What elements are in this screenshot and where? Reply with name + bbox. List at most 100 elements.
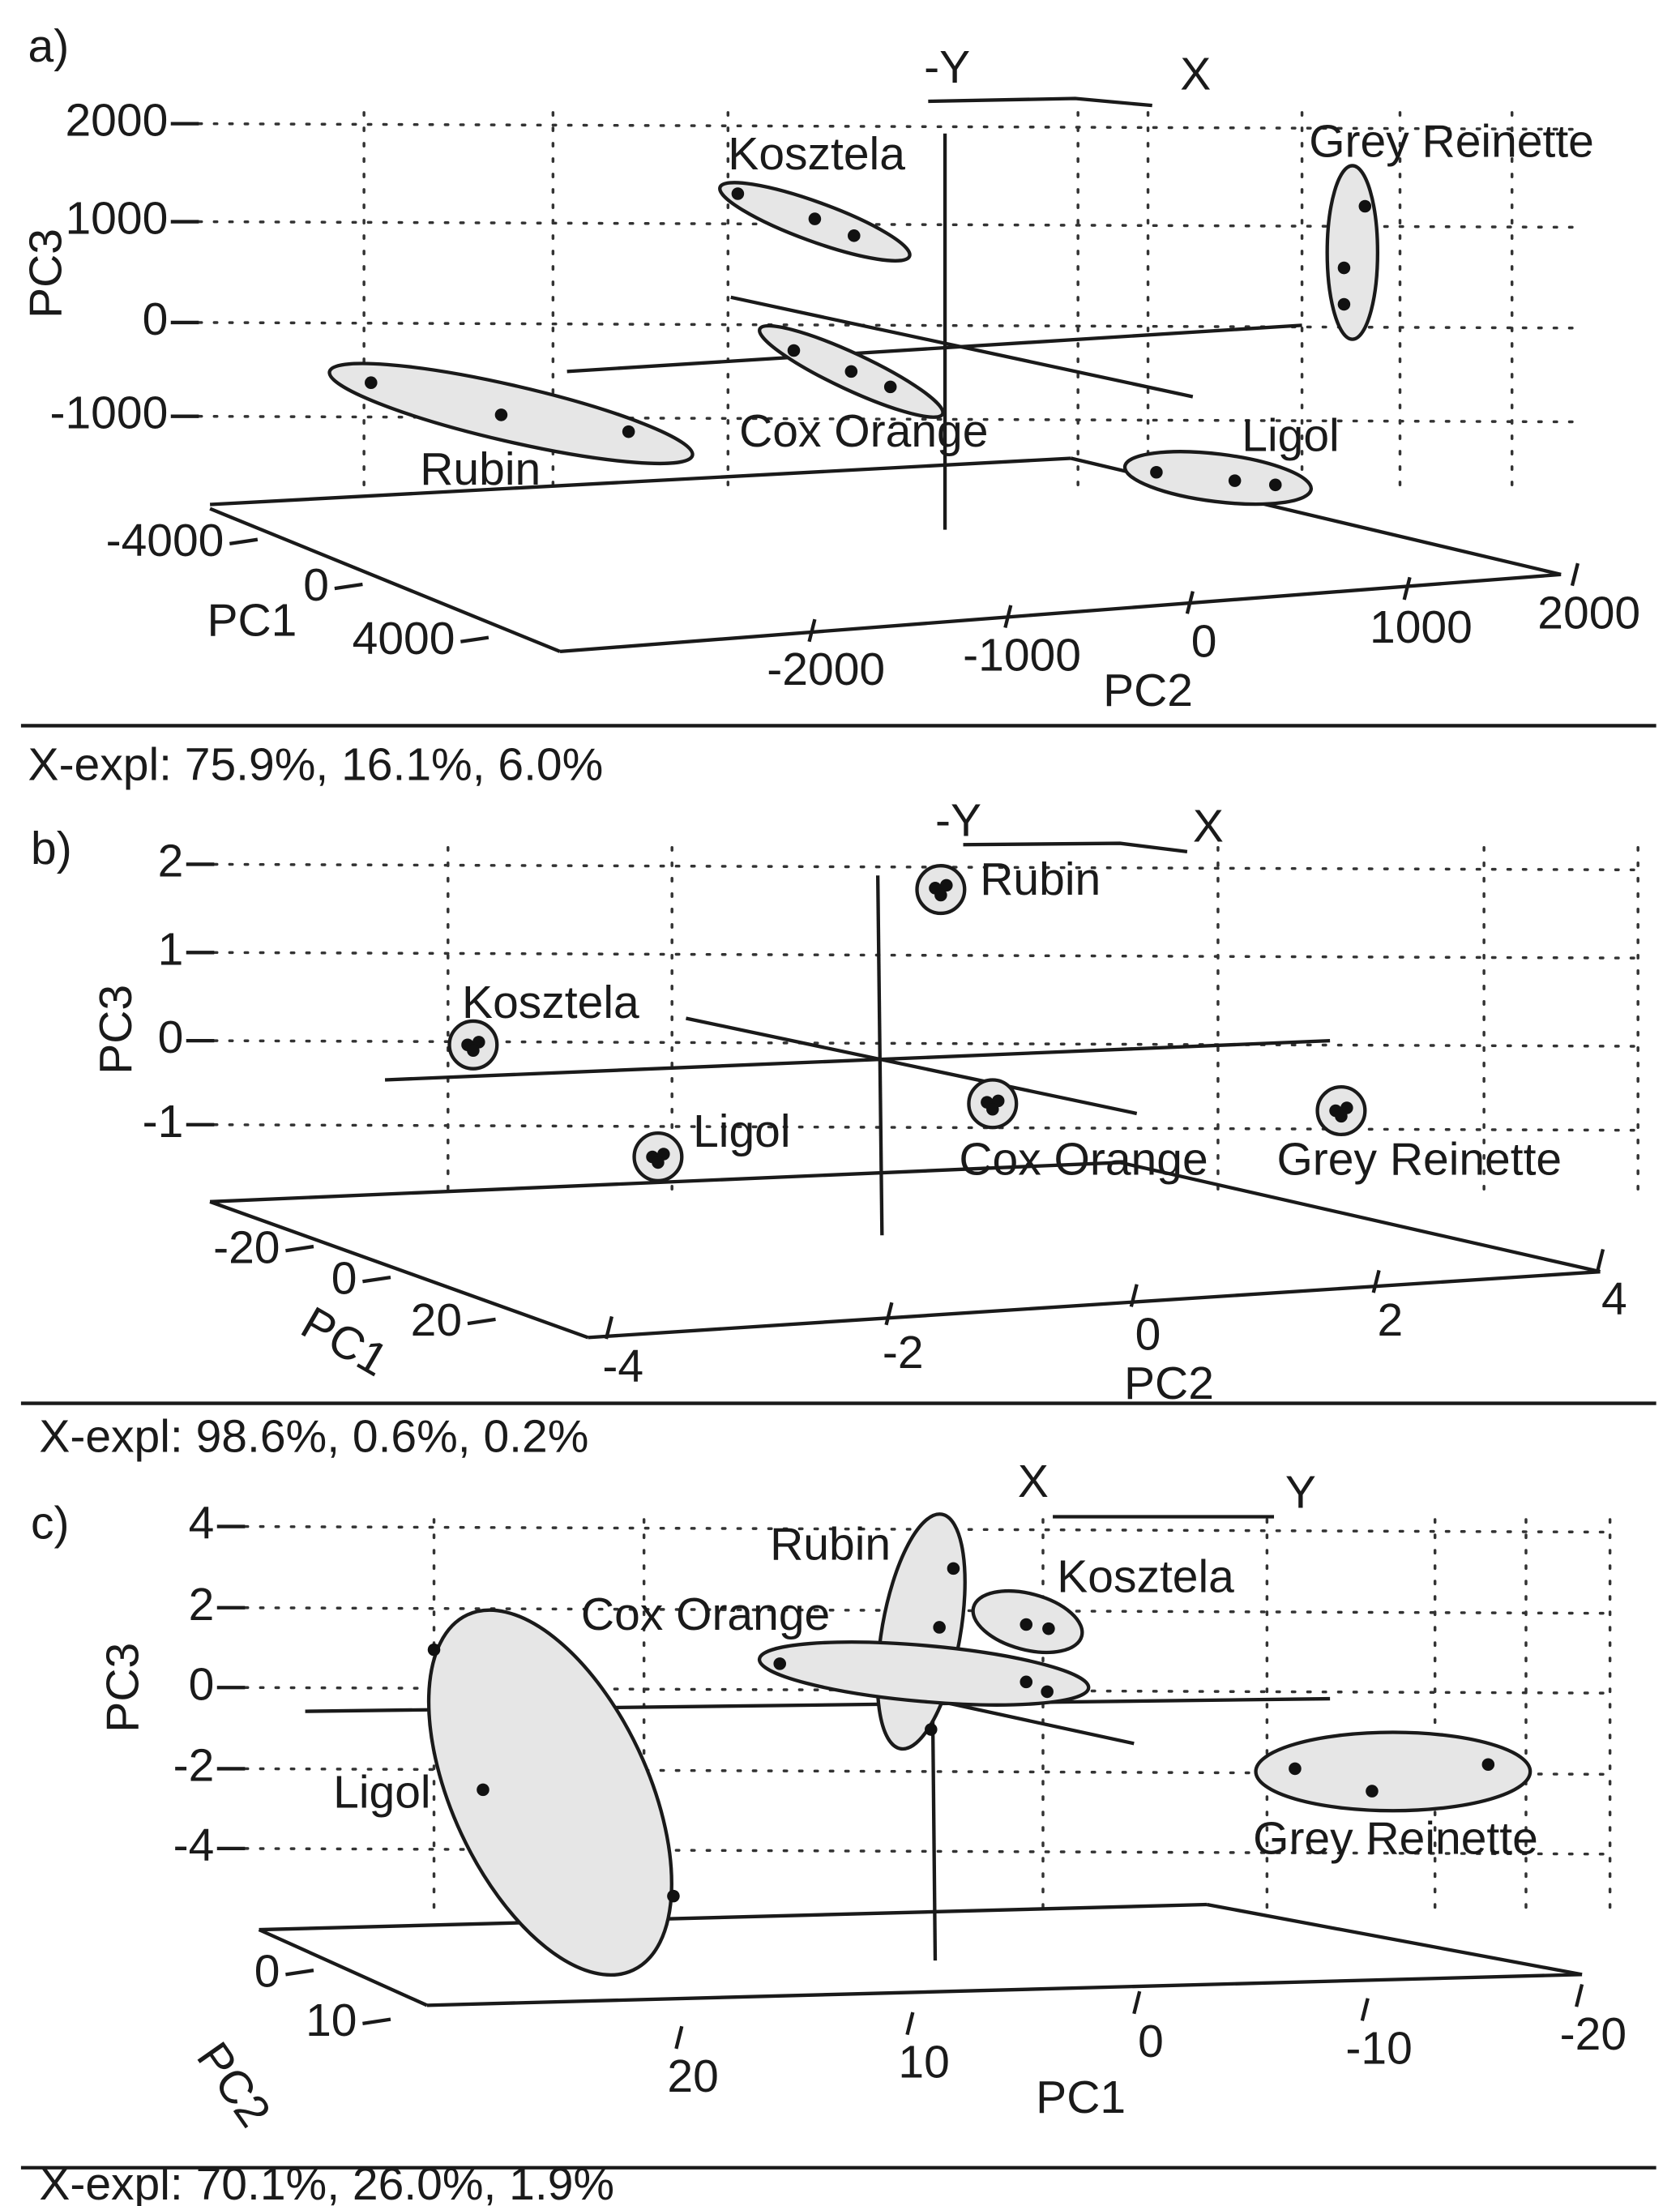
depth-tick <box>362 2017 391 2025</box>
grid-line <box>197 321 1584 330</box>
axis-letter: X <box>1180 49 1211 100</box>
width-tick <box>807 618 817 643</box>
sample-point <box>848 229 861 242</box>
sample-point <box>1289 1762 1302 1776</box>
width-tick-label: -1000 <box>963 630 1081 682</box>
sample-point <box>1041 1685 1054 1699</box>
depth-tick-label: 0 <box>254 1945 280 1997</box>
width-tick-label: 2000 <box>1537 588 1640 639</box>
floor-edge <box>209 507 561 653</box>
z-title: PC3 <box>97 1643 149 1733</box>
sample-point <box>467 1044 480 1057</box>
floor-edge <box>210 1161 1121 1203</box>
width-tick-label: 20 <box>667 2050 718 2102</box>
z-tick-label: 2 <box>158 836 184 887</box>
z-tick-label: 4 <box>189 1498 215 1550</box>
group-label: Cox Orange <box>959 1133 1208 1185</box>
z-tick-label: -2 <box>173 1739 215 1791</box>
floor-edge <box>209 1199 589 1340</box>
width-tick <box>604 1315 614 1340</box>
floor-edge <box>1119 1161 1601 1274</box>
sample-point <box>1335 1109 1348 1123</box>
width-tick <box>1595 1249 1605 1272</box>
depth-tick <box>467 1317 496 1326</box>
width-tick <box>1185 591 1195 614</box>
z-tick-label: 1 <box>158 923 184 975</box>
z-tick-label: 2 <box>189 1579 215 1631</box>
depth-tick-label: -20 <box>213 1221 280 1273</box>
sample-point <box>986 1103 999 1116</box>
axis-letter: -Y <box>924 41 970 93</box>
depth-tick <box>285 1244 314 1253</box>
depth-tick <box>362 1275 391 1284</box>
sample-point <box>787 344 801 357</box>
sample-point <box>773 1657 786 1670</box>
sample-point <box>883 380 897 394</box>
floor-edge <box>1206 1902 1583 1977</box>
sample-point <box>1020 1675 1033 1689</box>
width-tick-label: -4 <box>602 1340 643 1392</box>
width-tick <box>1402 576 1412 601</box>
width-tick-label: 10 <box>898 2037 949 2088</box>
group-label: Grey Reinette <box>1276 1133 1562 1185</box>
z-tick-label: -4 <box>173 1819 215 1871</box>
width-tick <box>1570 562 1580 587</box>
z-title: PC3 <box>90 985 142 1075</box>
axis-letter: -Y <box>935 794 981 846</box>
depth-tick-label: 20 <box>411 1294 462 1346</box>
sample-point <box>427 1643 441 1657</box>
group-ellipse <box>426 1608 673 1977</box>
sample-point <box>925 1723 938 1736</box>
sample-point <box>1150 465 1163 479</box>
floor-edge <box>559 572 1562 654</box>
explained-variance: X-expl: 70.1%, 26.0%, 1.9% <box>39 2158 614 2206</box>
width-tick-label: 4 <box>1601 1273 1627 1325</box>
group-ellipse <box>327 361 695 466</box>
width-title: PC2 <box>1103 665 1193 716</box>
sample-point <box>844 365 858 378</box>
width-tick-label: 1000 <box>1370 601 1473 653</box>
width-tick <box>1360 1998 1370 2021</box>
axis-letter: X <box>1018 1456 1049 1507</box>
depth-tick-label: 0 <box>303 559 329 611</box>
sample-point <box>934 888 947 902</box>
depth-tick <box>229 537 259 545</box>
depth-tick-label: 10 <box>306 1994 357 2046</box>
depth-tick <box>460 635 489 643</box>
z-tick-label: 1000 <box>65 193 168 245</box>
sample-point <box>940 879 953 892</box>
z-tick-label: 0 <box>143 293 169 345</box>
sample-point <box>652 1156 665 1169</box>
width-tick-label: 0 <box>1138 2016 1164 2067</box>
sample-point <box>1020 1618 1033 1631</box>
axis-letter: Y <box>1285 1467 1316 1519</box>
group-label: Rubin <box>980 853 1101 905</box>
sample-point <box>622 425 635 438</box>
group-label: Ligol <box>333 1766 430 1818</box>
explained-variance: X-expl: 75.9%, 16.1%, 6.0% <box>28 738 604 790</box>
sample-point <box>1228 474 1242 487</box>
width-tick-label: 2 <box>1378 1294 1404 1346</box>
width-tick <box>1129 1284 1139 1307</box>
group-ellipse <box>757 1640 1091 1707</box>
width-tick <box>905 2011 915 2036</box>
depth-tick-label: 0 <box>331 1252 357 1304</box>
center-axis <box>566 323 1302 374</box>
width-tick <box>674 2025 684 2050</box>
depth-title: PC1 <box>207 594 297 646</box>
group-label: Kosztela <box>1057 1550 1234 1602</box>
sample-point <box>808 212 822 225</box>
center-axis <box>875 875 884 1236</box>
group-ellipse <box>1122 450 1314 507</box>
width-title: PC1 <box>1036 2071 1126 2123</box>
panel-label: a) <box>28 20 70 72</box>
depth-tick <box>334 582 363 591</box>
sample-point <box>477 1783 489 1797</box>
sample-point <box>731 187 745 200</box>
grid-line <box>197 220 1584 229</box>
sample-point <box>1366 1785 1379 1798</box>
center-axis <box>384 1038 1331 1082</box>
sample-point <box>947 1562 960 1575</box>
